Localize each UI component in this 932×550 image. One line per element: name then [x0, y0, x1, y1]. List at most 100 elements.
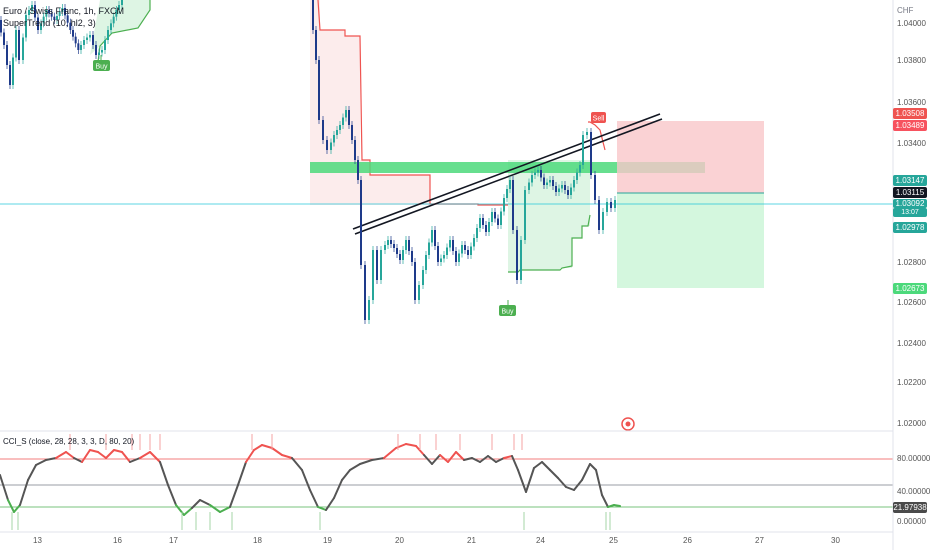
- oscillator-label[interactable]: CCI_S (close, 28, 28, 3, 3, D, 80, 20): [3, 437, 135, 446]
- supertrend-line-bull-mid: [508, 214, 591, 273]
- alert-icon[interactable]: [621, 417, 635, 431]
- time-tick: 27: [755, 536, 764, 545]
- candle-body: [579, 165, 581, 173]
- cci-segment: [439, 454, 449, 463]
- symbol-title[interactable]: Euro / Swiss Franc, 1h, FXCM: [3, 6, 125, 16]
- price-tick: 1.03800: [897, 56, 926, 65]
- cci-segment: [301, 469, 311, 491]
- candle-body: [376, 250, 378, 280]
- short-position-stop-zone[interactable]: [617, 121, 764, 193]
- candle-body: [104, 40, 106, 50]
- cci-segment: [237, 461, 247, 486]
- candle-body: [330, 142, 332, 150]
- cci-segment: [405, 443, 417, 447]
- candle-body: [506, 189, 508, 198]
- candle-body: [610, 202, 612, 208]
- cci-segment: [209, 504, 221, 513]
- cci-segment: [573, 479, 583, 491]
- candle-body: [594, 175, 596, 200]
- candle-body: [15, 30, 17, 58]
- candle-body: [396, 248, 398, 254]
- osc-tick: 0.00000: [897, 517, 926, 526]
- cci-segment: [105, 449, 115, 459]
- cci-segment: [601, 494, 609, 508]
- supertrend-line-bull-left: [97, 0, 151, 63]
- cci-segment: [517, 469, 527, 493]
- time-tick: 21: [467, 536, 476, 545]
- candle-body: [488, 222, 490, 232]
- candle-body: [473, 238, 475, 247]
- candle-body: [322, 120, 324, 140]
- countdown-tag: 13:07: [893, 208, 927, 217]
- candle-body: [590, 132, 592, 175]
- time-tick: 26: [683, 536, 692, 545]
- price-tick: 1.04000: [897, 19, 926, 28]
- svg-text:Sell: Sell: [593, 116, 605, 123]
- candle-body: [384, 245, 386, 250]
- candle-body: [558, 188, 560, 192]
- candle-body: [342, 117, 344, 125]
- cci-segment: [271, 447, 283, 456]
- candle-body: [418, 285, 420, 300]
- price-tick: 1.02800: [897, 258, 926, 267]
- indicator-label[interactable]: SuperTrend (10, hl2, 3): [3, 18, 96, 28]
- price-pane[interactable]: Buy Buy Sell: [0, 0, 893, 431]
- trend-line-upper[interactable]: [354, 118, 663, 235]
- cci-segment: [371, 457, 385, 461]
- time-tick: 25: [609, 536, 618, 545]
- cci-segment: [613, 504, 621, 507]
- candle-body: [470, 246, 472, 255]
- candle-body: [22, 37, 24, 60]
- candle-body: [440, 258, 442, 262]
- candle-body: [509, 180, 511, 189]
- candle-body: [524, 190, 526, 240]
- candle-body: [31, 5, 33, 10]
- trend-line-lower[interactable]: [352, 113, 661, 230]
- cci-segment: [333, 479, 343, 499]
- price-tick: 1.02600: [897, 298, 926, 307]
- cci-segment: [199, 499, 211, 506]
- cci-segment: [549, 469, 559, 479]
- cci-segment: [149, 451, 161, 463]
- candle-body: [431, 230, 433, 243]
- cci-segment: [455, 451, 465, 461]
- cci-segment: [291, 457, 303, 471]
- cci-segment: [167, 484, 177, 506]
- candle-body: [12, 57, 14, 85]
- candle-body: [540, 170, 542, 178]
- candle-body: [516, 230, 518, 280]
- cci-segment: [607, 504, 615, 508]
- cci-segment: [175, 504, 185, 516]
- candle-body: [485, 225, 487, 232]
- osc-tick: 40.00000: [897, 487, 931, 496]
- candle-body: [437, 246, 439, 262]
- short-position-target-zone[interactable]: [617, 193, 764, 288]
- candle-body: [74, 36, 77, 44]
- cci-segment: [349, 463, 361, 471]
- cci-value-tag: 21.97938: [893, 502, 927, 513]
- candle-body: [360, 180, 362, 265]
- candle-body: [549, 180, 551, 183]
- candle-body: [42, 16, 45, 24]
- cci-segment: [0, 474, 9, 501]
- cci-segment: [245, 449, 255, 463]
- cci-segment: [27, 464, 37, 481]
- price-tick: 1.02200: [897, 378, 926, 387]
- candle-body: [61, 8, 64, 12]
- price-tick: 1.02000: [897, 419, 926, 428]
- cci-segment: [557, 477, 567, 488]
- support-resistance-zone[interactable]: [310, 162, 705, 173]
- cci-segment: [317, 506, 327, 511]
- candle-body: [520, 240, 522, 280]
- oscillator-pane[interactable]: [0, 434, 893, 530]
- candle-body: [598, 200, 600, 230]
- time-tick: 19: [323, 536, 332, 545]
- last-price-tag: 1.03092: [893, 199, 927, 208]
- candle-body: [461, 245, 463, 254]
- candle-body: [118, 5, 120, 10]
- candle-body: [402, 250, 404, 260]
- candle-body: [573, 180, 575, 188]
- candle-body: [64, 8, 66, 16]
- candle-body: [354, 140, 356, 160]
